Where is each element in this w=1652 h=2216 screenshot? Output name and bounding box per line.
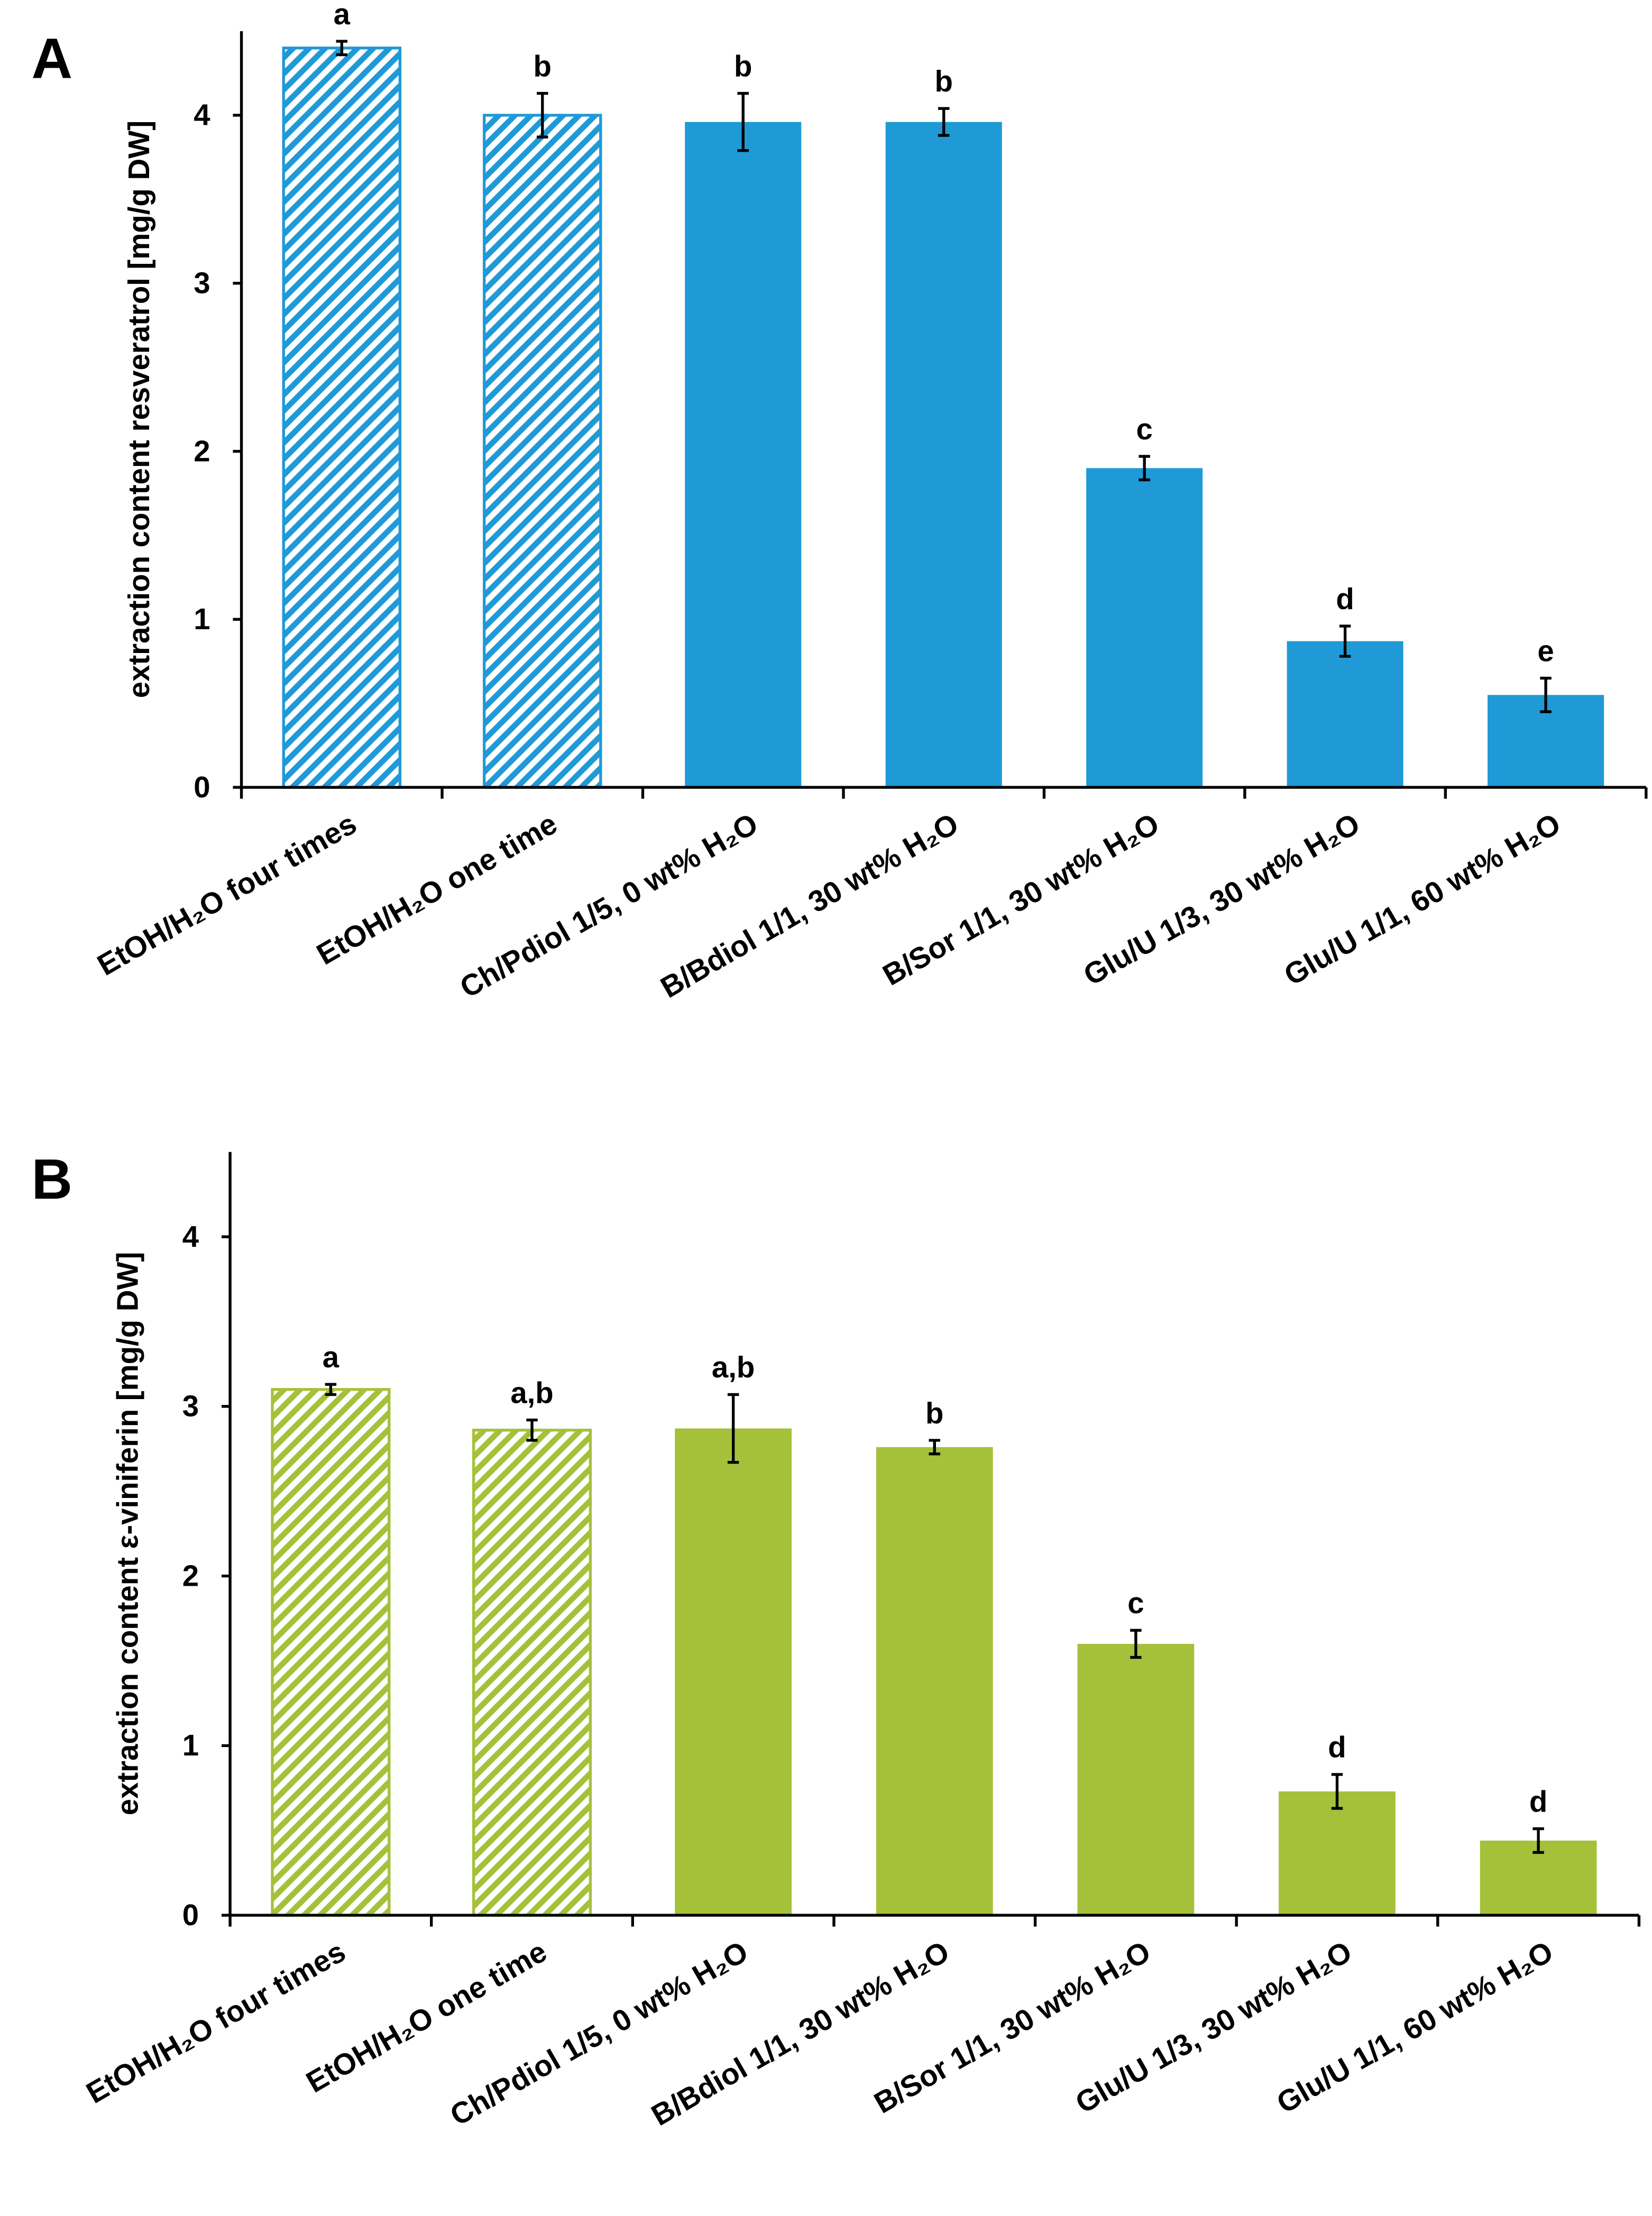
bar <box>1279 1791 1396 1916</box>
error-bar <box>526 1418 538 1442</box>
error-bar <box>1331 1773 1343 1810</box>
annotation: c <box>1127 1586 1144 1620</box>
error-bar <box>537 91 548 139</box>
error-bar <box>336 40 348 57</box>
annotation: d <box>1529 1785 1547 1818</box>
y-tick-label: 1 <box>182 1728 199 1762</box>
y-tick-label: 3 <box>194 266 210 300</box>
bar <box>876 1447 993 1916</box>
y-tick-label: 0 <box>182 1898 199 1932</box>
y-tick-label: 2 <box>182 1559 199 1592</box>
y-tick-label: 2 <box>194 434 210 467</box>
y-tick-label: 4 <box>182 1220 199 1253</box>
annotation: a <box>334 0 351 31</box>
y-tick-label: 1 <box>194 602 210 636</box>
annotation: a,b <box>712 1350 755 1384</box>
annotation: d <box>1336 582 1354 615</box>
error-bar <box>1130 1629 1142 1659</box>
bar <box>1287 641 1403 788</box>
annotation: d <box>1328 1731 1346 1764</box>
error-bar <box>1139 455 1150 482</box>
annotation: a,b <box>510 1376 553 1409</box>
bar <box>885 122 1002 788</box>
bar <box>483 114 602 789</box>
panel-label: A <box>31 27 72 90</box>
error-bar <box>1532 1827 1544 1854</box>
bar <box>271 1388 391 1917</box>
error-bar <box>1540 676 1552 713</box>
annotation: b <box>734 49 752 82</box>
bar <box>675 1428 792 1916</box>
y-tick-label: 4 <box>194 98 210 132</box>
bar <box>282 47 402 789</box>
bar <box>685 122 802 788</box>
error-bar <box>737 91 749 152</box>
annotation: b <box>925 1396 943 1430</box>
error-bar <box>325 1383 337 1396</box>
annotation: b <box>934 65 952 98</box>
y-tick-label: 0 <box>194 770 210 804</box>
error-bar <box>938 107 950 137</box>
annotation: b <box>534 49 552 82</box>
y-axis-label: extraction content ε-viniferin [mg/g DW] <box>111 1252 144 1816</box>
error-bar <box>1339 624 1351 658</box>
error-bar <box>929 1439 940 1456</box>
y-axis-label: extraction content resveratrol [mg/g DW] <box>122 121 155 698</box>
bar <box>472 1429 592 1917</box>
panel-label: B <box>31 1147 72 1211</box>
error-bar <box>727 1393 739 1464</box>
bar <box>1077 1643 1195 1916</box>
y-tick-label: 3 <box>182 1390 199 1423</box>
annotation: e <box>1537 634 1554 667</box>
annotation: a <box>323 1340 339 1374</box>
annotation: c <box>1136 412 1152 446</box>
bar <box>1086 468 1203 788</box>
